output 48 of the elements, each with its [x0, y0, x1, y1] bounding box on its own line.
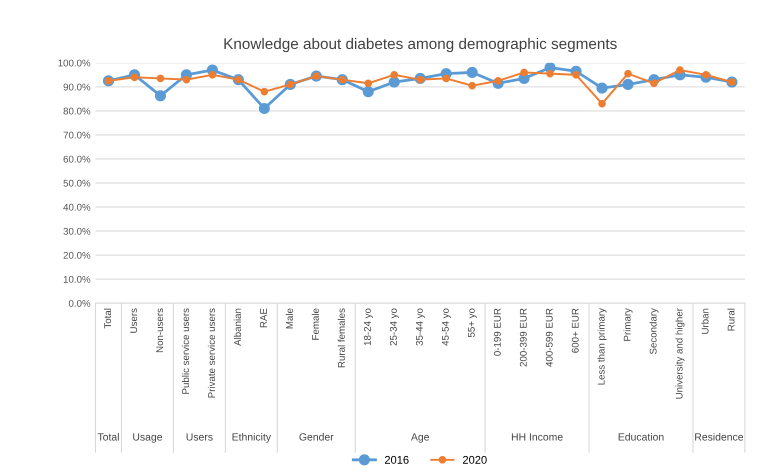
x-tick-label: Public service users: [182, 308, 190, 394]
y-tick-label: 0.0%: [68, 300, 90, 307]
x-tick-label: University and higher: [675, 308, 684, 399]
x-tick-label: Male: [286, 308, 293, 328]
x-tick-label: Rural females: [338, 308, 345, 368]
x-tick-label: Female: [312, 308, 319, 340]
y-tick-label: 100.0%: [58, 60, 90, 66]
x-tick-label: RAE: [260, 308, 267, 328]
x-tick-label: 400-599 EUR: [546, 308, 553, 367]
chart-title: Knowledge about diabetes among demographic segments: [224, 38, 617, 52]
text: Education: [618, 432, 664, 441]
x-tick-label: Total: [104, 308, 112, 328]
x-tick-label: Urban: [701, 308, 709, 334]
x-tick-label: Non-users: [156, 308, 164, 352]
text: Usage: [133, 433, 162, 443]
x-tick-label: Rural: [727, 308, 735, 331]
y-tick-label: 40.0%: [63, 204, 90, 211]
x-tick-label: Less than primary: [598, 308, 607, 385]
text: Total: [98, 432, 119, 441]
x-tick-label: Secondary: [649, 308, 659, 354]
x-tick-label: 35-44 yo: [416, 308, 425, 346]
x-tick-label: Users: [130, 308, 138, 333]
y-tick-label: 20.0%: [64, 252, 90, 259]
y-tick-label: 10.0%: [64, 276, 90, 283]
y-tick-label: 90.0%: [64, 84, 90, 90]
text: Ethnicity: [232, 432, 272, 443]
y-tick-label: 60.0%: [64, 156, 90, 163]
legend-label: 2020: [462, 456, 487, 464]
x-tick-label: 600+ EUR: [572, 308, 579, 353]
x-tick-label: 0-199 EUR: [494, 308, 501, 356]
text: Users: [186, 433, 213, 441]
x-tick-label: 200-399 EUR: [520, 308, 527, 366]
x-tick-label: 55+ yo: [468, 308, 477, 338]
x-tick-label: 18-24 yo: [364, 308, 373, 346]
text: Age: [410, 433, 430, 443]
x-tick-label: Private service users: [208, 308, 215, 398]
y-tick-label: 70.0%: [64, 132, 90, 139]
text: Residence: [695, 432, 744, 441]
y-tick-label: 50.0%: [63, 180, 90, 187]
text: HH Income: [512, 433, 563, 441]
legend-label: 2016: [384, 456, 409, 464]
y-tick-label: 30.0%: [63, 228, 90, 235]
x-tick-label: Primary: [623, 308, 633, 341]
y-tick-label: 80.0%: [63, 108, 90, 115]
text: Gender: [299, 432, 334, 441]
x-tick-label: 45-54 yo: [442, 308, 451, 346]
x-tick-label: Albanian: [234, 308, 241, 346]
x-tick-label: 25-34 yo: [390, 308, 399, 346]
